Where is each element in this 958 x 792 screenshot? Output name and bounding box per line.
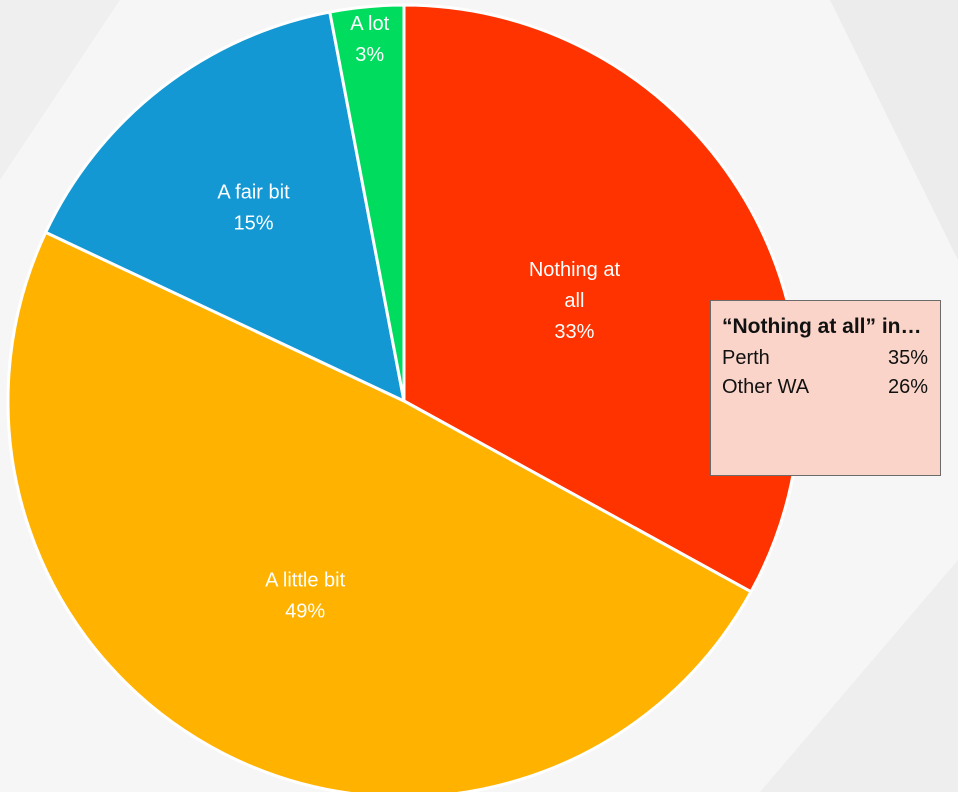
pie-slice-a-fair-bit xyxy=(44,10,406,403)
callout-row-value: 35% xyxy=(887,347,928,369)
slice-label: A fair bit xyxy=(217,182,290,204)
slice-label: 49% xyxy=(285,601,325,623)
slice-label: 3% xyxy=(355,44,384,66)
callout-row-label: Perth xyxy=(722,347,770,369)
pie-slice-nothing-at-all xyxy=(402,3,802,594)
pie-slice-a-lot xyxy=(328,3,406,403)
callout-row-perth: Perth 35% xyxy=(722,344,928,373)
slice-label: A little bit xyxy=(265,570,345,592)
slice-label: all xyxy=(564,290,584,312)
slice-label: A lot xyxy=(350,13,389,35)
pie-slice-a-little-bit xyxy=(6,230,753,792)
slice-label: Nothing at xyxy=(529,259,621,281)
nothing-at-all-callout: “Nothing at all” in… Perth 35% Other WA … xyxy=(710,300,941,476)
callout-row-label: Other WA xyxy=(722,376,810,398)
callout-row-value: 26% xyxy=(887,376,928,398)
slice-label: 15% xyxy=(234,213,274,235)
slice-label: 33% xyxy=(554,321,594,343)
callout-row-other-wa: Other WA 26% xyxy=(722,373,928,402)
callout-title: “Nothing at all” in… xyxy=(722,315,922,338)
